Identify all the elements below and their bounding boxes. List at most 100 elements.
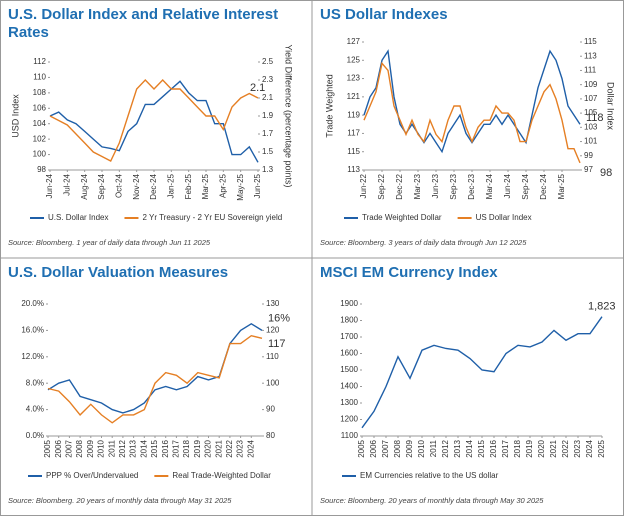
x-tick-label: Sep-24 (521, 173, 530, 199)
y-tick-label: 121 (347, 92, 361, 101)
x-tick-label: Jun-23 (431, 173, 440, 198)
x-tick-label: Mar-23 (413, 173, 422, 199)
x-tick-label: 2006 (54, 439, 63, 457)
y-tick-label: 1200 (340, 415, 358, 424)
x-tick-label: 2005 (357, 439, 366, 457)
chart: 1100 1200 1300 1400 1500 1600 1700 1800 1900 2005… (340, 299, 615, 480)
y2-tick-label: 103 (584, 122, 598, 131)
x-tick-label: Sep-22 (377, 173, 386, 199)
y-tick-label: 102 (33, 134, 47, 143)
data-line (49, 78, 259, 162)
y2-tick-label: 130 (266, 299, 280, 308)
y-tick-label: 16.0% (21, 326, 44, 335)
data-line (47, 334, 263, 424)
chart-title: U.S. Dollar Valuation Measures (8, 264, 229, 281)
x-tick-label: 2006 (369, 439, 378, 457)
annotation: 2.1 (250, 82, 265, 94)
y2-tick-label: 113 (584, 51, 597, 60)
x-tick-label: 2019 (525, 439, 534, 457)
x-tick-label: Oct-24 (114, 173, 123, 198)
y-tick-label: 20.0% (21, 299, 44, 308)
x-tick-label: Jul-24 (62, 173, 71, 195)
chart-title: US Dollar Indexes (320, 6, 448, 23)
data-line (47, 322, 263, 414)
x-tick-label: 2007 (381, 439, 390, 457)
chart: 0.0% 4.0% 8.0% 12.0% 16.0% 20.0% 80 90 100 110 120… (21, 299, 290, 480)
x-tick-label: 2020 (204, 439, 213, 457)
y-tick-label: 98 (37, 165, 46, 174)
source-note: Source: Bloomberg. 20 years of monthly d… (320, 496, 544, 505)
y-tick-label: 1700 (340, 332, 358, 341)
x-tick-label: 2011 (429, 439, 438, 457)
y2-tick-label: 120 (266, 326, 280, 335)
x-tick-label: 2014 (139, 439, 148, 457)
x-tick-label: 2008 (75, 439, 84, 457)
x-tick-label: 2007 (65, 439, 74, 457)
chart-title: U.S. Dollar Index and Relative Interest … (8, 6, 279, 41)
x-tick-label: 2017 (501, 439, 510, 457)
x-tick-label: 2016 (489, 439, 498, 457)
x-tick-label: 2021 (549, 439, 558, 457)
x-tick-label: Mar-25 (201, 173, 210, 199)
legend-label: Trade Weighted Dollar (362, 213, 442, 222)
y-tick-label: 0.0% (26, 431, 44, 440)
x-tick-label: 2015 (150, 439, 159, 457)
x-tick-label: 2018 (182, 439, 191, 457)
x-tick-label: 2009 (405, 439, 414, 457)
x-tick-label: 2010 (417, 439, 426, 457)
annotation: 117 (268, 338, 286, 350)
x-tick-label: Sep-24 (97, 173, 106, 199)
y2-tick-label: 110 (266, 352, 279, 361)
x-tick-label: Sep-23 (449, 173, 458, 199)
annotation: 118 (586, 112, 604, 124)
y2-tick-label: 2.5 (262, 57, 274, 66)
x-tick-label: Nov-24 (132, 173, 141, 199)
x-tick-label: May-25 (236, 173, 245, 200)
y2-tick-label: 1.7 (262, 129, 274, 138)
x-tick-label: 2014 (465, 439, 474, 457)
y2-tick-label: 2.1 (262, 93, 274, 102)
y-tick-label: 119 (347, 110, 360, 119)
y-axis-label: Trade Weighted (324, 74, 334, 138)
x-tick-label: Jan-25 (166, 173, 175, 198)
x-tick-label: 2019 (193, 439, 202, 457)
x-tick-label: Jun-24 (503, 173, 512, 198)
legend-label: US Dollar Index (476, 213, 532, 222)
y-tick-label: 1100 (341, 431, 359, 440)
x-tick-label: 2018 (513, 439, 522, 457)
x-tick-label: 2012 (441, 439, 450, 457)
source-note: Source: Bloomberg. 3 years of daily data… (320, 238, 527, 247)
y-tick-label: 12.0% (21, 352, 44, 361)
y-tick-label: 127 (347, 37, 361, 46)
x-tick-label: 2010 (97, 439, 106, 457)
x-tick-label: Apr-25 (218, 173, 227, 198)
x-tick-label: 2024 (246, 439, 255, 457)
x-tick-label: Jun-22 (359, 173, 368, 198)
y2-tick-label: 2.3 (262, 75, 274, 84)
legend-label: 2 Yr Treasury - 2 Yr EU Sovereign yield (142, 213, 282, 222)
legend-label: PPP % Over/Undervalued (46, 471, 138, 480)
legend-label: Real Trade-Weighted Dollar (172, 471, 271, 480)
y-tick-label: 8.0% (26, 378, 44, 387)
y-tick-label: 108 (33, 88, 47, 97)
x-tick-label: 2005 (43, 439, 52, 457)
y2-tick-label: 115 (584, 37, 597, 46)
x-tick-label: 2008 (393, 439, 402, 457)
x-tick-label: 2021 (214, 439, 223, 457)
x-tick-label: Dec-24 (149, 173, 158, 199)
y2-tick-label: 99 (584, 151, 593, 160)
annotation: 98 (600, 167, 612, 179)
x-tick-label: Dec-23 (467, 173, 476, 199)
y-tick-label: 4.0% (26, 405, 44, 414)
y2-tick-label: 111 (584, 66, 597, 75)
x-tick-label: 2015 (477, 439, 486, 457)
y2-tick-label: 80 (266, 431, 275, 440)
x-tick-label: 2017 (172, 439, 181, 457)
x-tick-label: 2013 (453, 439, 462, 457)
x-tick-label: Feb-25 (184, 173, 193, 199)
y-tick-label: 1300 (340, 398, 358, 407)
chart-title: MSCI EM Currency Index (320, 264, 498, 281)
x-tick-label: 2013 (129, 439, 138, 457)
